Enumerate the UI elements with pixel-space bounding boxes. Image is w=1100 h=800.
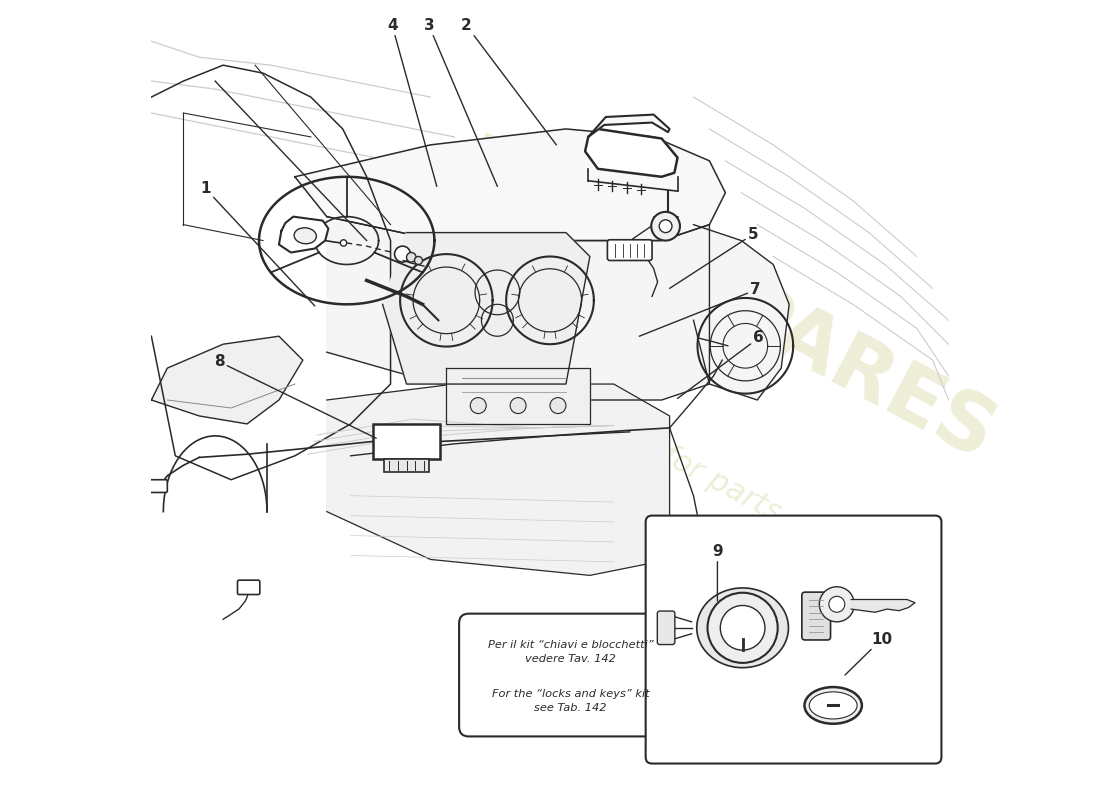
Text: For the “locks and keys” kit
see Tab. 142: For the “locks and keys” kit see Tab. 14…	[492, 689, 649, 713]
Text: 6: 6	[678, 330, 764, 398]
FancyBboxPatch shape	[459, 614, 682, 737]
Polygon shape	[295, 129, 725, 241]
Text: EUROSPARES: EUROSPARES	[443, 130, 1008, 479]
FancyBboxPatch shape	[607, 240, 652, 261]
FancyBboxPatch shape	[658, 611, 674, 645]
Circle shape	[651, 212, 680, 241]
Text: 1985: 1985	[769, 519, 873, 599]
Circle shape	[415, 257, 422, 265]
Text: 2: 2	[461, 18, 557, 145]
Circle shape	[820, 586, 855, 622]
FancyBboxPatch shape	[384, 459, 429, 472]
Polygon shape	[327, 384, 670, 575]
Text: 10: 10	[845, 632, 892, 675]
Text: 8: 8	[213, 354, 376, 438]
Ellipse shape	[810, 692, 857, 719]
Circle shape	[471, 398, 486, 414]
Text: a passion for parts: a passion for parts	[521, 368, 786, 527]
Text: 9: 9	[712, 544, 723, 601]
Polygon shape	[851, 599, 915, 612]
Text: 3: 3	[424, 18, 497, 186]
Polygon shape	[693, 225, 789, 400]
Polygon shape	[447, 368, 590, 424]
Circle shape	[407, 253, 416, 262]
Circle shape	[340, 240, 346, 246]
Ellipse shape	[696, 588, 789, 668]
Text: 7: 7	[639, 282, 761, 336]
FancyBboxPatch shape	[373, 424, 440, 459]
Ellipse shape	[294, 228, 317, 244]
Circle shape	[550, 398, 565, 414]
Polygon shape	[152, 336, 302, 424]
Circle shape	[659, 220, 672, 233]
Ellipse shape	[804, 687, 862, 724]
Polygon shape	[383, 233, 590, 384]
FancyBboxPatch shape	[802, 592, 830, 640]
Circle shape	[395, 246, 410, 262]
Text: 5: 5	[670, 226, 759, 288]
Text: 1: 1	[200, 182, 315, 306]
FancyBboxPatch shape	[150, 480, 167, 493]
Text: 4: 4	[387, 18, 437, 186]
FancyBboxPatch shape	[238, 580, 260, 594]
Circle shape	[707, 593, 778, 663]
Circle shape	[829, 596, 845, 612]
FancyBboxPatch shape	[646, 515, 942, 763]
Polygon shape	[585, 129, 678, 177]
Text: Per il kit “chiavi e blocchetti”
vedere Tav. 142: Per il kit “chiavi e blocchetti” vedere …	[487, 640, 653, 664]
Circle shape	[510, 398, 526, 414]
Polygon shape	[279, 217, 329, 253]
Polygon shape	[327, 217, 710, 400]
Circle shape	[720, 606, 764, 650]
Polygon shape	[588, 114, 670, 137]
